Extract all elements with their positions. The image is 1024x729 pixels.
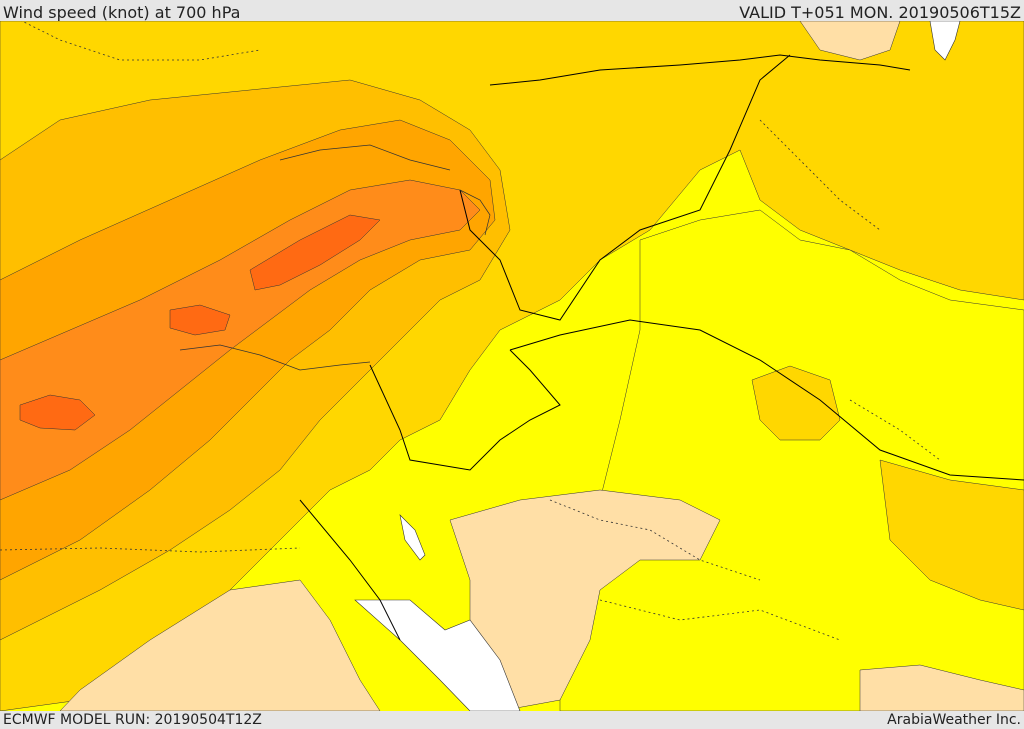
- contour-band-light-ne: [799, 21, 901, 61]
- footer-bar: ECMWF MODEL RUN: 20190504T12Z ArabiaWeat…: [0, 711, 1024, 729]
- sea-gulf-aqaba: [399, 514, 426, 561]
- sea-red-sea: [354, 599, 521, 711]
- contour-band-light-se: [859, 664, 1024, 711]
- contour-band-light-sw: [59, 579, 381, 711]
- coastlines: [179, 144, 491, 371]
- header-bar: Wind speed (knot) at 700 hPa VALID T+051…: [0, 0, 1024, 22]
- model-run-label: ECMWF MODEL RUN: 20190504T12Z: [3, 712, 262, 728]
- sea-caspian-edge: [929, 21, 961, 61]
- wind-speed-map-svg: [0, 21, 1024, 711]
- weather-map: [0, 21, 1024, 711]
- credit-label: ArabiaWeather Inc.: [887, 712, 1021, 728]
- country-borders: [299, 54, 1024, 641]
- contour-band-red-orange-core-2: [19, 394, 96, 431]
- contour-band-dark-orange: [0, 179, 481, 501]
- province-borders: [0, 21, 941, 641]
- valid-time-label: VALID T+051 MON. 20190506T15Z: [739, 3, 1021, 22]
- contour-band-red-orange-core-3: [169, 304, 231, 336]
- contour-band-red-orange-core-1: [249, 214, 381, 291]
- map-title: Wind speed (knot) at 700 hPa: [3, 3, 241, 22]
- contour-band-gold-east: [879, 459, 1024, 611]
- contour-band-gold-center: [751, 365, 841, 441]
- contour-band-yellow-ne: [559, 209, 1024, 711]
